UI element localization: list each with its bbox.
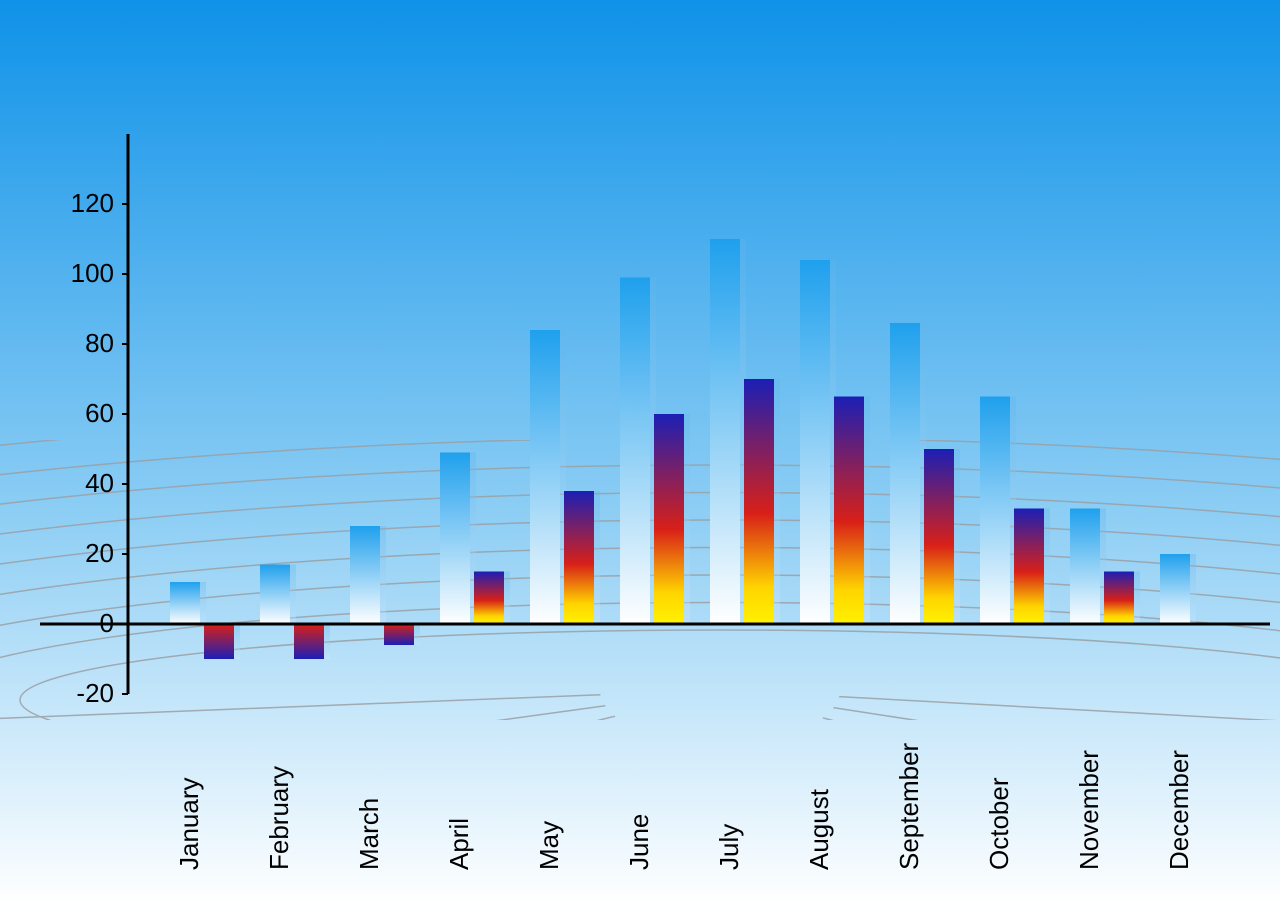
bar-series1 xyxy=(350,526,380,624)
y-tick-label: 60 xyxy=(85,398,114,429)
month-label: October xyxy=(984,778,1015,871)
month-label: May xyxy=(534,821,565,870)
month-label: June xyxy=(624,814,655,870)
bar-series2 xyxy=(924,449,954,624)
y-tick-label: 0 xyxy=(100,608,114,639)
bar-series2 xyxy=(564,491,594,624)
bar-series2 xyxy=(1014,509,1044,625)
bar-series1 xyxy=(530,330,560,624)
y-tick-label: 120 xyxy=(71,188,114,219)
bar-series2 xyxy=(744,379,774,624)
y-tick-label: 40 xyxy=(85,468,114,499)
bar-series2 xyxy=(294,624,324,659)
month-label: November xyxy=(1074,750,1105,870)
y-tick-label: -20 xyxy=(76,678,114,709)
bar-series1 xyxy=(1070,509,1100,625)
month-label: July xyxy=(714,824,745,870)
month-label: April xyxy=(444,818,475,870)
month-label: January xyxy=(174,778,205,871)
bar-series1 xyxy=(1160,554,1190,624)
chart-container: -20 0 20 40 60 80 100 120 January February March Ap… xyxy=(0,0,1280,905)
bar-series2 xyxy=(204,624,234,659)
bar-series1 xyxy=(170,582,200,624)
bar-series1 xyxy=(440,453,470,625)
y-tick-label: 100 xyxy=(71,258,114,289)
bar-series1 xyxy=(800,260,830,624)
bar-series1 xyxy=(890,323,920,624)
month-label: September xyxy=(894,743,925,870)
bar-series2 xyxy=(834,397,864,625)
bar-series2 xyxy=(384,624,414,645)
bar-series2 xyxy=(474,572,504,625)
month-label: August xyxy=(804,789,835,870)
bar-series2 xyxy=(654,414,684,624)
bar-series1 xyxy=(260,565,290,625)
month-label: December xyxy=(1164,750,1195,870)
month-label: February xyxy=(264,766,295,870)
bar-series2 xyxy=(1104,572,1134,625)
bar-series1 xyxy=(710,239,740,624)
bar-series1 xyxy=(620,278,650,625)
bar-series1 xyxy=(980,397,1010,625)
month-label: March xyxy=(354,798,385,870)
y-tick-label: 80 xyxy=(85,328,114,359)
y-tick-label: 20 xyxy=(85,538,114,569)
